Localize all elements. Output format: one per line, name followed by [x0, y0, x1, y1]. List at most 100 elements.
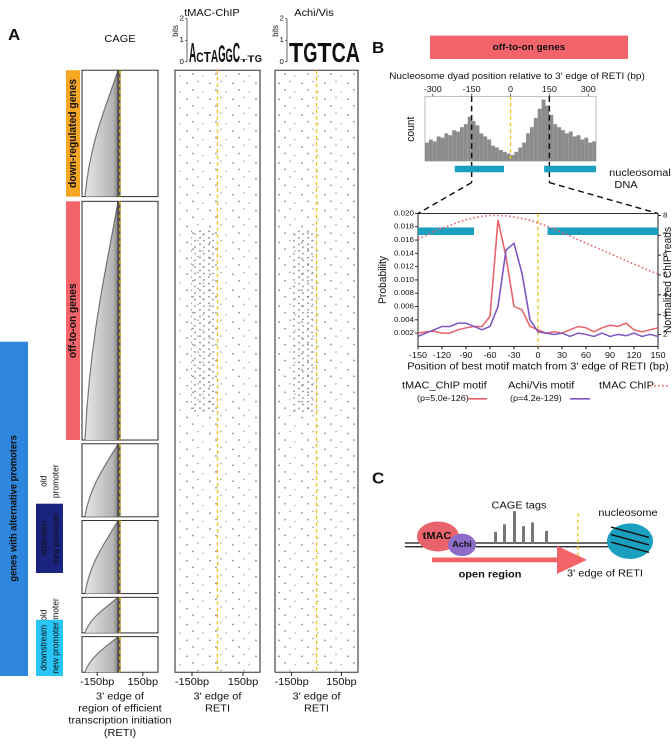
axis-caption: (RETI) [104, 727, 136, 739]
signal-band [117, 201, 121, 441]
x-tick-label: 0 [508, 84, 513, 94]
y2-tick-label: 5 [663, 270, 667, 279]
y-axis-label: Probability [377, 255, 389, 304]
legend-label: tMAC ChIP [599, 380, 654, 392]
histogram-bar [545, 105, 550, 162]
logo-letter: T [247, 54, 255, 64]
logo-letter: C [332, 38, 346, 69]
group-label: down-regulated genes [67, 79, 79, 188]
logo-letter: A [346, 38, 360, 69]
signal-band [117, 70, 121, 197]
histogram-bar [557, 127, 562, 162]
x-tick-label: -150 [409, 350, 427, 360]
histogram-bar [529, 127, 534, 162]
nucleosome-label: nucleosomal [609, 167, 671, 179]
logo-letter: T [240, 58, 248, 63]
histogram-bar [428, 139, 433, 162]
reti-edge-label: 3' edge of RETI [567, 568, 643, 580]
x-tick-label: -90 [459, 350, 472, 360]
nucleosome-bar [418, 227, 474, 235]
y-tick-label: 0.016 [394, 235, 414, 244]
histogram-bar [467, 116, 472, 162]
panel-label: A [8, 26, 20, 43]
x-tick-label: 300 [581, 84, 596, 94]
panel-label: C [372, 470, 384, 487]
subgroup-label: promoter [50, 464, 60, 498]
logo-tick-label: 1 [180, 35, 184, 44]
logo-letter: A [189, 38, 196, 69]
signal-texture [85, 636, 120, 673]
legend-p-value: (p=4.2e-129) [510, 393, 562, 403]
y2-tick-label: 6 [663, 250, 667, 259]
histogram-bar [448, 135, 453, 162]
y-tick-label: 0.014 [394, 249, 415, 258]
histogram-bar [471, 121, 476, 162]
x-tick-label: 30 [557, 350, 567, 360]
x-tick-label: -60 [483, 350, 496, 360]
signal-texture [85, 520, 120, 594]
histogram-bar [580, 139, 585, 162]
series-line [417, 241, 659, 338]
x-tick-label: -150 [463, 84, 481, 94]
histogram-bar [502, 151, 507, 162]
subgroup-label: old [38, 609, 48, 620]
axis-caption: transcription initiation [68, 715, 171, 727]
signal-edge [84, 596, 119, 634]
logo-letter-group: G [218, 41, 225, 67]
tmac-label: tMAC [423, 530, 452, 542]
x-tick-label: 150bp [326, 677, 357, 689]
y-tick-label: 0.012 [394, 262, 414, 271]
cage-tag [494, 531, 497, 544]
y-tick-label: 0.008 [394, 288, 414, 297]
column-title: CAGE [104, 33, 135, 45]
panel-title: off-to-on genes [493, 42, 566, 53]
x-tick-label: 0 [535, 350, 540, 360]
logo-letter: C [196, 49, 204, 65]
histogram-bar [425, 142, 429, 162]
subgroup-label: promoter [50, 598, 60, 632]
zoom-connector [417, 181, 473, 215]
dot-texture [176, 71, 259, 672]
logo-tick-label: 2 [280, 14, 284, 23]
histogram-bar [444, 133, 449, 162]
logo-tick-label: 0 [180, 57, 184, 66]
axis-caption: 3' edge of [293, 691, 341, 703]
axis-caption: 3' edge of [96, 691, 144, 703]
logo-letter: G [218, 41, 225, 67]
chart-title: Nucleosome dyad position relative to 3' … [389, 72, 645, 83]
histogram-bar [475, 125, 480, 162]
histogram-bar [498, 149, 503, 162]
logo-letter-group: A [189, 38, 196, 69]
y2-tick-label: 7 [663, 231, 667, 240]
histogram-bar [432, 141, 437, 162]
x-tick-label: 90 [605, 350, 615, 360]
histogram-bar [510, 154, 515, 162]
cage-tag [522, 526, 525, 544]
logo-letter: T [317, 38, 331, 69]
y-tick-label: 0.018 [394, 222, 414, 231]
x-tick-label: 150 [542, 84, 557, 94]
histogram-bar [440, 137, 445, 162]
logo-letter-group: T [247, 54, 255, 64]
histogram-bar [541, 99, 546, 162]
y2-tick-label: 8 [663, 211, 667, 220]
logo-letter-group: T [289, 38, 303, 69]
x-tick-label: -150bp [175, 677, 209, 689]
histogram-bar [479, 133, 484, 162]
subgroup-label: new promoter [50, 622, 60, 674]
signal-texture [85, 443, 120, 517]
achi-label: Achi [452, 539, 471, 549]
logo-letter: G [226, 45, 233, 66]
legend-label: Achi/Vis motif [508, 380, 574, 392]
histogram-bar [533, 117, 538, 162]
histogram-bar [553, 124, 558, 162]
logo-letter-group: T [317, 38, 331, 69]
y-tick-label: 0.002 [394, 328, 414, 337]
signal-texture [85, 70, 120, 197]
logo-letter-group: T [204, 49, 212, 65]
histogram-bar [494, 147, 499, 162]
nucleosome-label: DNA [614, 179, 638, 191]
logo-tick-label: 2 [180, 14, 184, 23]
logo-tick-label: 0 [280, 57, 284, 66]
